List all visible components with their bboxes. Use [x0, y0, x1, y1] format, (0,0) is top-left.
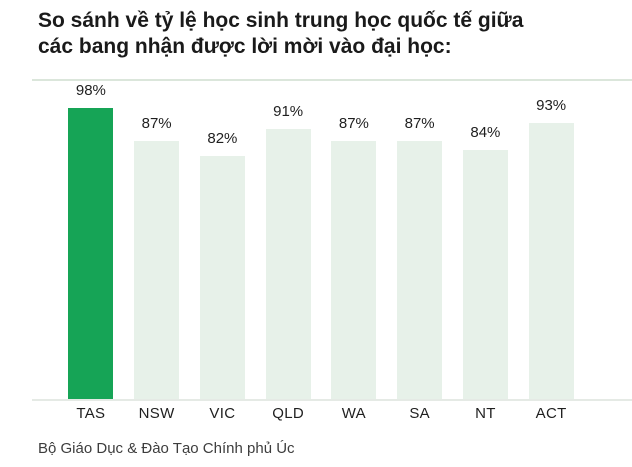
bar-group: 82% VIC	[190, 79, 256, 425]
bar	[265, 129, 311, 401]
chart-title: So sánh về tỷ lệ học sinh trung học quốc…	[38, 8, 632, 60]
bar	[68, 108, 114, 401]
bars-container: 98% TAS 87% NSW 82% VIC 91% QLD 87% WA 8…	[58, 79, 584, 425]
x-axis-line	[32, 399, 632, 401]
top-gridline	[32, 79, 632, 81]
x-axis-label: TAS	[76, 404, 106, 422]
bar-value-label: 91%	[273, 103, 304, 120]
x-axis-label: SA	[409, 404, 430, 422]
bar-value-label: 87%	[141, 115, 172, 132]
bar-chart: 98% TAS 87% NSW 82% VIC 91% QLD 87% WA 8…	[32, 79, 632, 425]
source-caption: Bộ Giáo Dục & Đào Tạo Chính phủ Úc	[38, 440, 295, 457]
bar-value-label: 87%	[338, 115, 369, 132]
bar-value-label: 93%	[536, 97, 567, 114]
bar-group: 87% WA	[321, 79, 387, 425]
bar	[397, 141, 443, 401]
bar-group: 98% TAS	[58, 79, 124, 425]
bar-value-label: 87%	[404, 115, 435, 132]
x-axis-label: NT	[475, 404, 496, 422]
bar-value-label: 84%	[470, 124, 501, 141]
x-axis-label: QLD	[272, 404, 304, 422]
bar-value-label: 82%	[207, 130, 238, 147]
bar-group: 84% NT	[453, 79, 519, 425]
x-axis-label: NSW	[138, 404, 175, 422]
bar	[528, 123, 574, 401]
bar-group: 87% NSW	[124, 79, 190, 425]
bar-group: 93% ACT	[518, 79, 584, 425]
bar	[199, 156, 245, 401]
bar-group: 87% SA	[387, 79, 453, 425]
x-axis-label: ACT	[535, 404, 567, 422]
bar	[134, 141, 180, 401]
bar	[462, 150, 508, 401]
bar-value-label: 98%	[75, 82, 106, 99]
x-axis-label: VIC	[209, 404, 236, 422]
bar-group: 91% QLD	[255, 79, 321, 425]
x-axis-label: WA	[341, 404, 366, 422]
chart-title-line-1: So sánh về tỷ lệ học sinh trung học quốc…	[38, 9, 524, 32]
chart-title-line-2: các bang nhận được lời mời vào đại học:	[38, 35, 452, 58]
bar	[331, 141, 377, 401]
